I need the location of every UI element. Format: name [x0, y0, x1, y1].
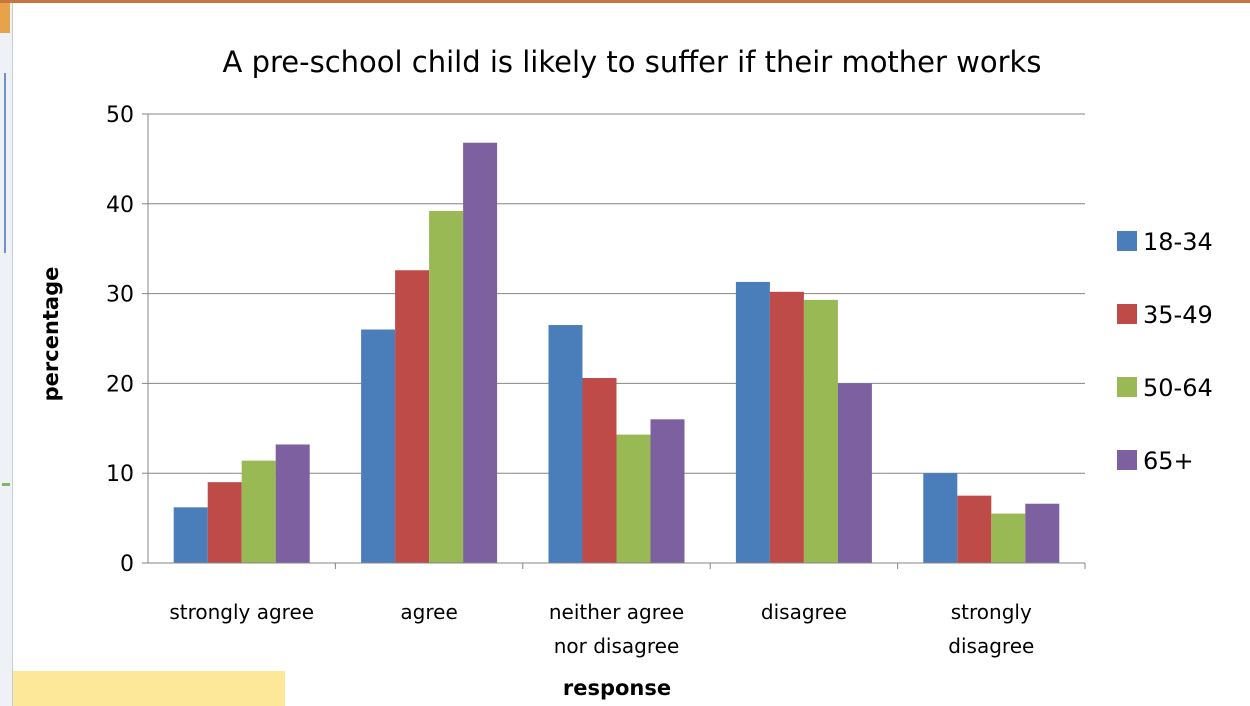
- bars: [173, 142, 1060, 563]
- highlight-box: [13, 671, 285, 706]
- y-tick-label: 20: [106, 372, 134, 397]
- bar-65: [275, 444, 310, 563]
- x-axis-label: response: [563, 676, 671, 700]
- chart-title: A pre-school child is likely to suffer i…: [223, 45, 1042, 79]
- bar-65: [1025, 503, 1060, 563]
- bar-5064: [803, 299, 838, 563]
- legend-swatch: [1117, 231, 1137, 251]
- x-tick-label-line: strongly: [951, 600, 1032, 624]
- bar-3549: [582, 378, 617, 563]
- y-tick-label: 0: [120, 552, 134, 577]
- panel-tab-marker: [0, 3, 10, 33]
- legend-label: 65+: [1143, 447, 1194, 475]
- legend-swatch: [1117, 450, 1137, 470]
- y-axis-label: percentage: [39, 267, 63, 402]
- bar-3549: [769, 291, 804, 563]
- bar-1834: [923, 473, 958, 563]
- bar-5064: [616, 434, 651, 563]
- y-tick-label: 40: [106, 193, 134, 218]
- x-tick-label-line: neither agree: [549, 600, 684, 624]
- bar-1834: [173, 507, 208, 563]
- bar-5064: [429, 210, 464, 563]
- bar-5064: [991, 513, 1026, 563]
- legend-swatch: [1117, 304, 1137, 324]
- bar-3549: [395, 270, 430, 563]
- x-tick-label: agree: [400, 600, 457, 624]
- bar-65: [463, 142, 498, 563]
- x-tick-label-line: strongly agree: [169, 600, 314, 624]
- x-tick-label-line: nor disagree: [554, 634, 680, 658]
- x-tick-label: disagree: [761, 600, 847, 624]
- axes: [147, 114, 1085, 564]
- bar-3549: [957, 495, 992, 563]
- legend-swatch: [1117, 377, 1137, 397]
- x-tick-label-line: disagree: [948, 634, 1034, 658]
- x-tick-label: strongly agree: [169, 600, 314, 624]
- bar-1834: [361, 329, 396, 563]
- y-tick-label: 10: [106, 462, 134, 487]
- y-tick-labels: 0 10 20 30 40 50: [106, 103, 134, 577]
- panel-chart-line: [4, 73, 6, 253]
- legend-label: 18-34: [1143, 228, 1213, 256]
- x-tick-label: strongly disagree: [948, 600, 1034, 658]
- legend: 18-34 35-49 50-64 65+: [1117, 228, 1213, 475]
- adjacent-panel-edge: [0, 3, 13, 706]
- y-tick-label: 50: [106, 103, 134, 128]
- bar-5064: [241, 460, 276, 563]
- x-tick-label-line: disagree: [761, 600, 847, 624]
- legend-label: 50-64: [1143, 374, 1213, 402]
- bar-65: [837, 383, 872, 563]
- bar-3549: [207, 482, 242, 563]
- x-tick-label: neither agree nor disagree: [549, 600, 684, 658]
- x-tick-labels: strongly agree agree neither agree nor disa…: [169, 600, 1034, 658]
- bar-65: [650, 419, 685, 563]
- panel-chart-mark: [2, 483, 10, 486]
- bar-1834: [735, 281, 770, 563]
- y-tick-label: 30: [106, 283, 134, 308]
- window-top-border: [0, 0, 1250, 3]
- bar-1834: [548, 325, 583, 563]
- x-tick-label-line: agree: [400, 600, 457, 624]
- legend-label: 35-49: [1143, 301, 1213, 329]
